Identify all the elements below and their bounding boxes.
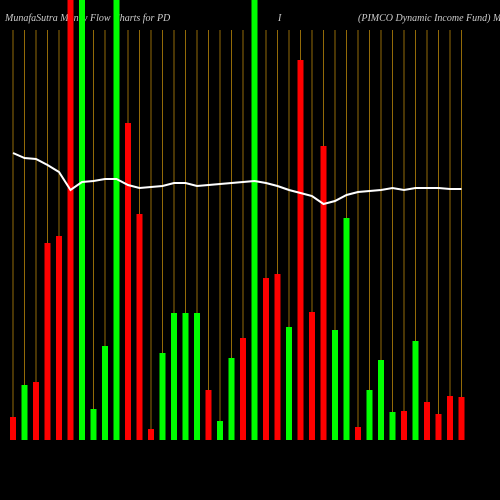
bar [458,397,465,440]
bar [447,396,453,440]
bar [263,278,269,440]
bar [355,427,361,440]
bar [44,243,51,440]
bar [21,385,28,440]
bar [79,0,85,440]
bar [113,0,120,440]
bar [412,341,419,440]
bar [148,429,154,440]
bar [159,353,166,440]
bar [240,338,246,440]
bar [228,358,235,440]
bar [90,409,97,440]
bar [274,274,281,440]
bar [136,214,143,440]
bar [194,313,200,440]
bar [56,236,62,440]
bar [182,313,189,440]
bar [424,402,430,440]
chart-title: (PIMCO Dynamic Income Fund) Manag [358,13,500,24]
bar [217,421,223,440]
bar [67,0,74,440]
chart-title: MunafaSutra Money Flow Charts for PD [4,13,171,24]
bar [251,0,258,440]
bar [33,382,39,440]
bar [171,313,177,440]
chart-title: I [277,13,282,24]
bar [320,146,327,440]
bar [366,390,373,440]
bar [10,417,16,440]
bar [297,60,304,440]
bar [389,412,396,440]
bar [401,411,407,440]
flow-line [12,152,462,206]
bar [309,312,315,440]
bar [286,327,292,440]
bar [332,330,338,440]
bar [343,218,350,440]
bar [125,123,131,440]
bar [102,346,108,440]
bar [205,390,212,440]
bar [378,360,384,440]
bar [435,414,442,440]
